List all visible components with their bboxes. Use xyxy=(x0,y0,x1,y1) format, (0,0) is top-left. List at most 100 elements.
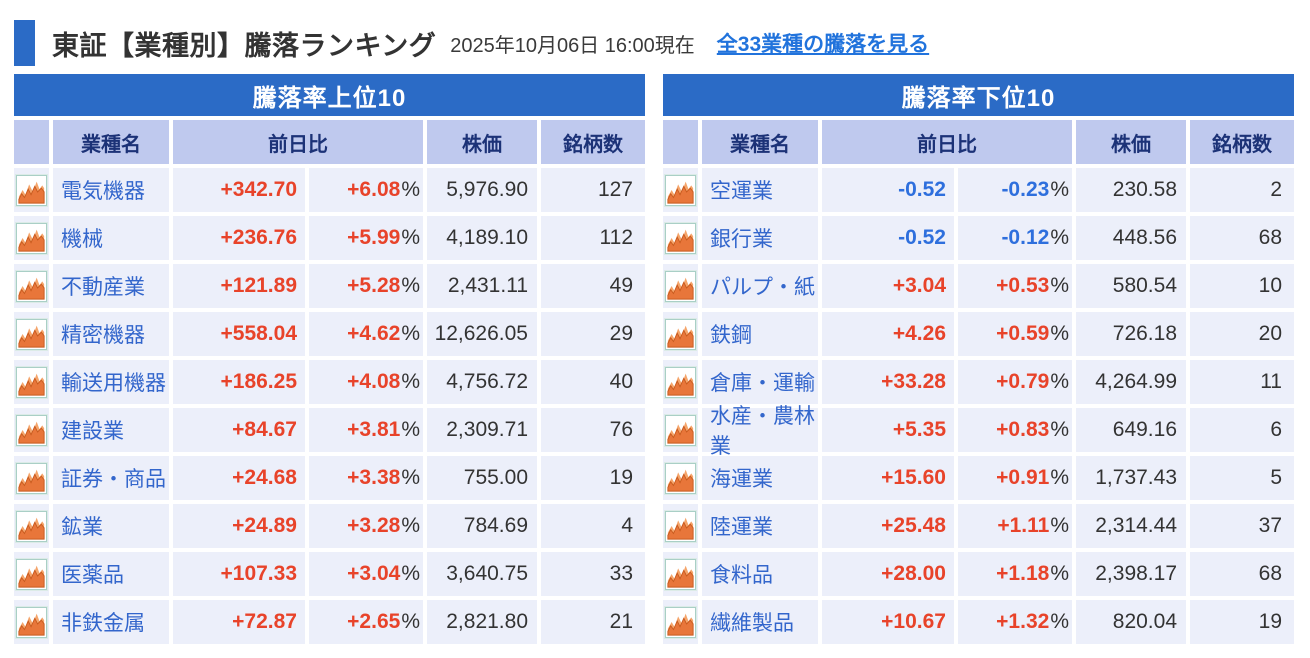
column-header-price: 株価 xyxy=(427,120,537,164)
change-percent: +0.79% xyxy=(958,360,1072,404)
change-value: -0.52 xyxy=(822,168,954,212)
sector-name-link[interactable]: パルプ・紙 xyxy=(702,264,818,308)
change-percent-value: +1.11 xyxy=(997,514,1050,537)
percent-sign: % xyxy=(1050,370,1069,393)
sector-name-link[interactable]: 水産・農林業 xyxy=(702,405,818,458)
percent-sign: % xyxy=(401,226,420,249)
issue-count: 4 xyxy=(541,504,645,548)
change-percent: +1.18% xyxy=(958,552,1072,596)
percent-sign: % xyxy=(401,418,420,441)
issue-count: 112 xyxy=(541,216,645,260)
price-value: 12,626.05 xyxy=(427,312,537,356)
area-chart-icon[interactable] xyxy=(15,269,48,303)
page-title: 東証【業種別】騰落ランキング xyxy=(52,30,437,61)
percent-sign: % xyxy=(1050,274,1069,297)
column-header-change: 前日比 xyxy=(822,120,1072,164)
percent-sign: % xyxy=(401,562,420,585)
change-value: +558.04 xyxy=(173,312,305,356)
change-value: +84.67 xyxy=(173,408,305,452)
area-chart-icon[interactable] xyxy=(15,365,48,399)
chart-icon-cell xyxy=(663,552,698,596)
change-percent-value: +4.62 xyxy=(347,322,401,345)
change-value: +25.48 xyxy=(822,504,954,548)
table-title-bottom10: 騰落率下位10 xyxy=(663,74,1294,116)
sector-name-link[interactable]: 銀行業 xyxy=(702,216,818,260)
change-percent: +0.83% xyxy=(958,408,1072,452)
area-chart-icon[interactable] xyxy=(664,173,697,207)
chart-icon-cell xyxy=(14,360,49,404)
area-chart-icon[interactable] xyxy=(664,509,697,543)
chart-icon-cell xyxy=(663,216,698,260)
area-chart-icon[interactable] xyxy=(664,317,697,351)
price-value: 820.04 xyxy=(1076,600,1186,644)
area-chart-icon[interactable] xyxy=(15,509,48,543)
sector-name-link[interactable]: 食料品 xyxy=(702,552,818,596)
issue-count: 5 xyxy=(1190,456,1294,500)
area-chart-icon[interactable] xyxy=(664,365,697,399)
area-chart-icon[interactable] xyxy=(664,269,697,303)
change-value: +33.28 xyxy=(822,360,954,404)
sector-name-link[interactable]: 鉄鋼 xyxy=(702,312,818,356)
area-chart-icon[interactable] xyxy=(15,173,48,207)
change-percent: +4.62% xyxy=(309,312,423,356)
column-header-change: 前日比 xyxy=(173,120,423,164)
all-sectors-link[interactable]: 全33業種の騰落を見る xyxy=(716,33,930,56)
change-percent: -0.12% xyxy=(958,216,1072,260)
area-chart-icon[interactable] xyxy=(15,221,48,255)
sector-name-link[interactable]: 海運業 xyxy=(702,456,818,500)
area-chart-icon[interactable] xyxy=(15,461,48,495)
change-percent: +0.53% xyxy=(958,264,1072,308)
change-percent-value: +5.28 xyxy=(347,274,401,297)
sector-name-link[interactable]: 非鉄金属 xyxy=(53,600,169,644)
area-chart-icon[interactable] xyxy=(664,557,697,591)
area-chart-icon[interactable] xyxy=(664,413,697,447)
chart-icon-cell xyxy=(663,264,698,308)
percent-sign: % xyxy=(1050,418,1069,441)
area-chart-icon[interactable] xyxy=(15,557,48,591)
change-percent-value: -0.23 xyxy=(1001,178,1050,201)
price-value: 2,821.80 xyxy=(427,600,537,644)
change-percent: +1.32% xyxy=(958,600,1072,644)
change-percent: +5.28% xyxy=(309,264,423,308)
sector-name-link[interactable]: 鉱業 xyxy=(53,504,169,548)
price-value: 2,398.17 xyxy=(1076,552,1186,596)
percent-sign: % xyxy=(401,466,420,489)
area-chart-icon[interactable] xyxy=(15,317,48,351)
chart-icon-cell xyxy=(14,168,49,212)
area-chart-icon[interactable] xyxy=(15,413,48,447)
price-value: 230.58 xyxy=(1076,168,1186,212)
sector-name-link[interactable]: 証券・商品 xyxy=(53,456,169,500)
chart-icon-cell xyxy=(14,504,49,548)
chart-icon-cell xyxy=(663,456,698,500)
sector-name-link[interactable]: 陸運業 xyxy=(702,504,818,548)
sector-name-link[interactable]: 輸送用機器 xyxy=(53,360,169,404)
sector-name-link[interactable]: 建設業 xyxy=(53,408,169,452)
price-value: 4,189.10 xyxy=(427,216,537,260)
change-value: +3.04 xyxy=(822,264,954,308)
change-value: +24.89 xyxy=(173,504,305,548)
issue-count: 11 xyxy=(1190,360,1294,404)
issue-count: 33 xyxy=(541,552,645,596)
sector-name-link[interactable]: 不動産業 xyxy=(53,264,169,308)
chart-icon-cell xyxy=(663,408,698,452)
percent-sign: % xyxy=(1050,610,1069,633)
sector-name-link[interactable]: 空運業 xyxy=(702,168,818,212)
chart-icon-cell xyxy=(14,456,49,500)
ranking-tables: 騰落率上位10 業種名 前日比 株価 銘柄数 電気機器 +342.70 +6.0… xyxy=(14,74,1310,644)
sector-name-link[interactable]: 医薬品 xyxy=(53,552,169,596)
sector-name-link[interactable]: 電気機器 xyxy=(53,168,169,212)
percent-sign: % xyxy=(401,610,420,633)
chart-icon-cell xyxy=(663,600,698,644)
percent-sign: % xyxy=(401,178,420,201)
sector-name-link[interactable]: 精密機器 xyxy=(53,312,169,356)
bottom10-table: 騰落率下位10 業種名 前日比 株価 銘柄数 空運業 -0.52 -0.23% … xyxy=(663,74,1294,644)
area-chart-icon[interactable] xyxy=(664,221,697,255)
area-chart-icon[interactable] xyxy=(664,461,697,495)
area-chart-icon[interactable] xyxy=(664,605,697,639)
sector-name-link[interactable]: 繊維製品 xyxy=(702,600,818,644)
sector-name-link[interactable]: 倉庫・運輸 xyxy=(702,360,818,404)
percent-sign: % xyxy=(1050,322,1069,345)
sector-name-link[interactable]: 機械 xyxy=(53,216,169,260)
area-chart-icon[interactable] xyxy=(15,605,48,639)
price-value: 2,431.11 xyxy=(427,264,537,308)
